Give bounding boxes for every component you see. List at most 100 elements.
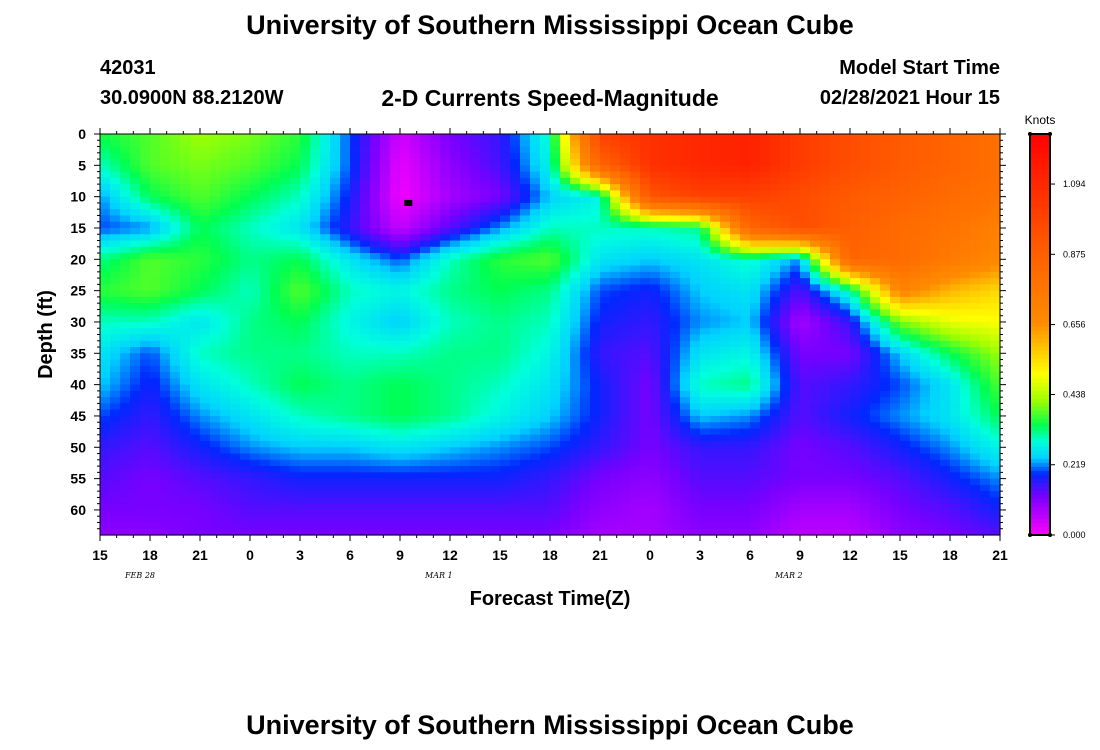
- heatmap-cell: [970, 403, 981, 411]
- heatmap-cell: [610, 434, 621, 442]
- heatmap-cell: [610, 315, 621, 323]
- heatmap-cell: [510, 459, 521, 467]
- heatmap-cell: [880, 202, 891, 210]
- heatmap-cell: [800, 134, 811, 141]
- heatmap-cell: [420, 309, 431, 317]
- heatmap-cell: [200, 290, 211, 298]
- heatmap-cell: [820, 353, 831, 361]
- heatmap-cell: [870, 152, 881, 160]
- heatmap-cell: [110, 390, 121, 398]
- heatmap-cell: [760, 196, 771, 204]
- heatmap-cell: [530, 453, 541, 461]
- heatmap-cell: [290, 240, 301, 248]
- heatmap-cell: [420, 428, 431, 436]
- heatmap-cell: [320, 459, 331, 467]
- heatmap-cell: [510, 328, 521, 336]
- heatmap-cell: [860, 340, 871, 348]
- heatmap-cell: [490, 315, 501, 323]
- heatmap-cell: [940, 347, 951, 354]
- heatmap-cell: [690, 290, 701, 298]
- heatmap-cell: [580, 453, 591, 461]
- heatmap-cell: [170, 403, 181, 411]
- heatmap-cell: [280, 321, 291, 329]
- heatmap-cell: [590, 378, 601, 386]
- heatmap-cell: [970, 397, 981, 405]
- heatmap-cell: [150, 434, 161, 442]
- heatmap-cell: [140, 372, 151, 379]
- heatmap-cell: [490, 422, 501, 430]
- heatmap-cell: [270, 372, 281, 379]
- heatmap-cell: [820, 196, 831, 204]
- heatmap-cell: [600, 434, 611, 442]
- heatmap-cell: [770, 359, 781, 367]
- heatmap-cell: [740, 428, 751, 436]
- heatmap-cell: [970, 140, 981, 148]
- heatmap-cell: [190, 240, 201, 248]
- heatmap-cell: [830, 315, 841, 323]
- heatmap-cell: [780, 296, 791, 304]
- heatmap-cell: [320, 146, 331, 154]
- heatmap-cell: [740, 303, 751, 311]
- heatmap-cell: [740, 284, 751, 292]
- heatmap-cell: [330, 146, 341, 154]
- heatmap-cell: [350, 397, 361, 405]
- heatmap-cell: [220, 202, 231, 210]
- heatmap-cell: [730, 459, 741, 467]
- heatmap-cell: [280, 259, 291, 267]
- heatmap-cell: [870, 321, 881, 329]
- heatmap-cell: [410, 422, 421, 430]
- heatmap-cell: [660, 353, 671, 361]
- heatmap-cell: [150, 246, 161, 254]
- heatmap-cell: [400, 202, 411, 210]
- heatmap-cell: [120, 134, 131, 141]
- heatmap-cell: [700, 177, 711, 185]
- heatmap-cell: [450, 146, 461, 154]
- heatmap-cell: [130, 453, 141, 461]
- heatmap-cell: [700, 209, 711, 217]
- heatmap-cell: [470, 428, 481, 436]
- heatmap-cell: [800, 278, 811, 285]
- heatmap-cell: [320, 390, 331, 398]
- heatmap-cell: [120, 303, 131, 311]
- heatmap-cell: [470, 328, 481, 336]
- heatmap-cell: [260, 165, 271, 173]
- heatmap-cell: [340, 328, 351, 336]
- heatmap-cell: [350, 253, 361, 260]
- heatmap-cell: [820, 284, 831, 292]
- heatmap-cell: [640, 321, 651, 329]
- heatmap-cell: [210, 259, 221, 267]
- heatmap-cell: [310, 453, 321, 461]
- heatmap-cell: [270, 340, 281, 348]
- heatmap-cell: [490, 453, 501, 461]
- heatmap-cell: [670, 415, 681, 423]
- heatmap-cell: [770, 422, 781, 430]
- heatmap-cell: [650, 290, 661, 298]
- heatmap-cell: [210, 246, 221, 254]
- heatmap-cell: [960, 315, 971, 323]
- heatmap-cell: [690, 152, 701, 160]
- heatmap-cell: [790, 271, 801, 279]
- heatmap-cell: [710, 134, 721, 141]
- heatmap-cell: [760, 372, 771, 379]
- heatmap-cell: [410, 309, 421, 317]
- heatmap-cell: [770, 196, 781, 204]
- heatmap-cell: [260, 409, 271, 417]
- heatmap-cell: [230, 472, 241, 480]
- heatmap-cell: [430, 422, 441, 430]
- heatmap-cell: [640, 140, 651, 148]
- heatmap-cell: [790, 453, 801, 461]
- heatmap-cell: [470, 347, 481, 354]
- heatmap-cell: [690, 196, 701, 204]
- heatmap-cell: [810, 372, 821, 379]
- heatmap-cell: [530, 353, 541, 361]
- heatmap-cell: [670, 227, 681, 235]
- heatmap-cell: [100, 253, 111, 260]
- heatmap-cell: [170, 209, 181, 217]
- heatmap-cell: [800, 190, 811, 198]
- heatmap-cell: [390, 140, 401, 148]
- heatmap-cell: [400, 478, 411, 486]
- heatmap-cell: [790, 434, 801, 442]
- heatmap-cell: [100, 434, 111, 442]
- heatmap-cell: [710, 221, 721, 229]
- heatmap-cell: [840, 403, 851, 411]
